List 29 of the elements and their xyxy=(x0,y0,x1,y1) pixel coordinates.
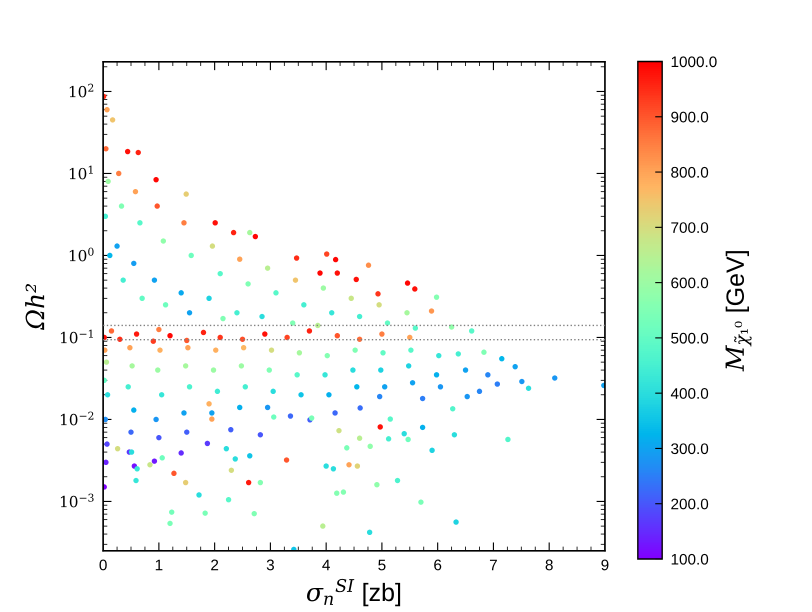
y-tick-label: 10$^{−1}$ xyxy=(60,330,93,344)
color-bar-label: 500.0 xyxy=(671,332,708,344)
y-axis-title: Ωh² xyxy=(25,284,44,330)
color-bar-label: 100.0 xyxy=(672,554,708,565)
x-tick-label: 6 xyxy=(434,560,442,570)
x-axis-title: σ$_{n}$$^{SI}$ [zb] xyxy=(307,578,400,606)
x-tick-label: 0 xyxy=(99,560,107,570)
x-tick-label: 5 xyxy=(378,560,386,570)
x-tick-label: 9 xyxy=(601,560,608,570)
color-bar-title: M$_{χ̃₁⁰}$ [GeV] xyxy=(726,251,752,372)
x-tick-label: 8 xyxy=(546,560,553,570)
color-bar-label: 200.0 xyxy=(671,498,708,510)
y-tick-label: 10$^{−3}$ xyxy=(60,494,94,508)
color-bar-label: 600.0 xyxy=(671,277,708,288)
x-tick-label: 1 xyxy=(156,560,162,570)
y-tick-label: 10$^{−2}$ xyxy=(60,412,94,426)
y-tick-label: 10$^{0}$ xyxy=(70,248,94,262)
color-bar-label: 300.0 xyxy=(671,443,708,454)
y-tick-label: 10$^{1}$ xyxy=(70,166,93,180)
color-bar-label: 700.0 xyxy=(671,222,708,234)
x-tick-label: 7 xyxy=(490,560,497,570)
color-bar-label: 800.0 xyxy=(671,166,708,178)
x-tick-label: 3 xyxy=(266,560,274,570)
color-bar-label: 1000.0 xyxy=(672,56,717,68)
x-tick-label: 2 xyxy=(211,560,218,570)
color-bar-label: 400.0 xyxy=(670,388,708,399)
color-bar-label: 900.0 xyxy=(671,112,708,122)
y-tick-label: 10$^{2}$ xyxy=(70,84,94,98)
x-tick-label: 4 xyxy=(322,560,330,570)
